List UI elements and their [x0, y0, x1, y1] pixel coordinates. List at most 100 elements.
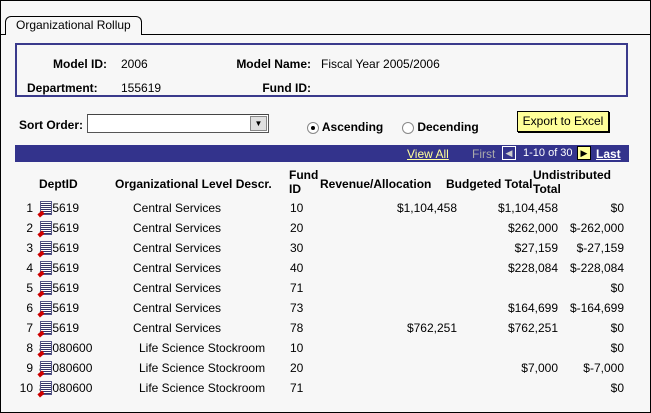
row-number: 1 — [26, 201, 33, 215]
table-row: 2 155619 Central Services 20 $262,000 $-… — [15, 221, 629, 241]
undistributed-total: $-228,084 — [569, 261, 624, 275]
table-row: 6 155619 Central Services 73 $164,699 $-… — [15, 301, 629, 321]
undistributed-total: $0 — [610, 321, 624, 335]
org-level-descr: Central Services — [133, 301, 222, 315]
fund-id: 20 — [290, 361, 304, 375]
department-label: Department: — [27, 81, 98, 95]
org-level-descr: Life Science Stockroom — [139, 341, 266, 355]
descending-label: Decending — [417, 120, 479, 134]
table-row: 4 155619 Central Services 40 $228,084 $-… — [15, 261, 629, 281]
undistributed-total: $0 — [610, 381, 624, 395]
undistributed-total: $-164,699 — [569, 301, 624, 315]
drill-down-report-icon[interactable] — [40, 201, 52, 215]
drill-down-report-icon[interactable] — [40, 261, 52, 275]
org-level-descr: Life Science Stockroom — [139, 381, 266, 395]
org-level-descr: Life Science Stockroom — [139, 361, 266, 375]
department-value: 155619 — [121, 81, 162, 95]
drill-down-report-icon[interactable] — [40, 281, 52, 295]
view-all-link[interactable]: View All — [407, 147, 449, 161]
fund-id: 10 — [290, 201, 304, 215]
ascending-radio[interactable]: Ascending — [307, 120, 383, 134]
dept-id-value: 84080600 — [39, 341, 93, 355]
undistributed-total: $0 — [610, 341, 624, 355]
row-number: 5 — [26, 281, 33, 295]
budgeted-total: $228,084 — [507, 261, 558, 275]
revenue-allocation: $762,251 — [406, 321, 457, 335]
sort-order-label: Sort Order: — [19, 118, 84, 132]
table-row: 9 84080600 Life Science Stockroom 20 $7,… — [15, 361, 629, 381]
fund-id: 71 — [290, 281, 304, 295]
col-header-deptid: DeptID — [39, 177, 78, 191]
revenue-allocation: $1,104,458 — [396, 201, 457, 215]
org-level-descr: Central Services — [133, 261, 222, 275]
budgeted-total: $7,000 — [521, 361, 558, 375]
drill-down-report-icon[interactable] — [40, 381, 52, 395]
budgeted-total: $27,159 — [514, 241, 558, 255]
col-header-revenue: Revenue/Allocation — [320, 177, 432, 191]
dept-id-value: 84080600 — [39, 361, 93, 375]
fund-id: 78 — [290, 321, 304, 335]
row-number: 6 — [26, 301, 33, 315]
last-link[interactable]: Last — [596, 147, 621, 161]
fund-id-label: Fund ID: — [262, 81, 311, 95]
budgeted-total: $164,699 — [507, 301, 558, 315]
fund-id: 10 — [290, 341, 304, 355]
chevron-down-icon[interactable]: ▼ — [250, 116, 267, 131]
next-arrow-icon[interactable]: ▶ — [577, 146, 591, 160]
undistributed-total: $-27,159 — [576, 241, 624, 255]
tab-divider — [1, 34, 650, 35]
previous-arrow-icon: ◀ — [502, 146, 516, 160]
model-id-value: 2006 — [121, 57, 148, 71]
undistributed-total: $0 — [610, 281, 624, 295]
col-header-descr: Organizational Level Descr. — [115, 177, 272, 191]
first-label: First — [472, 147, 496, 161]
budgeted-total: $1,104,458 — [497, 201, 558, 215]
fund-id: 71 — [290, 381, 304, 395]
drill-down-report-icon[interactable] — [40, 321, 52, 335]
sort-order-select[interactable]: ▼ — [87, 114, 269, 133]
descending-radio[interactable]: Decending — [402, 120, 479, 134]
radio-unselected-icon[interactable] — [402, 121, 414, 134]
fund-id: 30 — [290, 241, 304, 255]
table-row: 8 84080600 Life Science Stockroom 10 $0 — [15, 341, 629, 361]
fund-id: 40 — [290, 261, 304, 275]
model-name-label: Model Name: — [236, 57, 311, 71]
row-number: 7 — [26, 321, 33, 335]
table-row: 3 155619 Central Services 30 $27,159 $-2… — [15, 241, 629, 261]
budgeted-total: $262,000 — [507, 221, 558, 235]
row-number: 2 — [26, 221, 33, 235]
fund-id: 20 — [290, 221, 304, 235]
export-to-excel-button[interactable]: Export to Excel — [517, 111, 609, 132]
undistributed-total: $-7,000 — [583, 361, 624, 375]
fund-id: 73 — [290, 301, 304, 315]
row-number: 8 — [26, 341, 33, 355]
org-level-descr: Central Services — [133, 281, 222, 295]
org-level-descr: Central Services — [133, 201, 222, 215]
model-id-label: Model ID: — [53, 57, 107, 71]
ascending-label: Ascending — [321, 120, 384, 134]
tab-organizational-rollup[interactable]: Organizational Rollup — [5, 16, 142, 35]
radio-selected-icon[interactable] — [307, 121, 319, 134]
page-range: 1-10 of 30 — [523, 147, 573, 159]
undistributed-total: $0 — [610, 201, 624, 215]
drill-down-report-icon[interactable] — [40, 301, 52, 315]
org-level-descr: Central Services — [133, 221, 222, 235]
row-number: 3 — [26, 241, 33, 255]
drill-down-report-icon[interactable] — [40, 361, 52, 375]
model-name-value: Fiscal Year 2005/2006 — [321, 57, 440, 71]
col-header-budgeted: Budgeted Total — [446, 177, 533, 191]
row-number: 9 — [26, 361, 33, 375]
table-row: 5 155619 Central Services 71 $0 — [15, 281, 629, 301]
rollup-table: DeptID Organizational Level Descr. Fund … — [15, 162, 629, 402]
drill-down-report-icon[interactable] — [40, 241, 52, 255]
table-row: 1 155619 Central Services 10 $1,104,458 … — [15, 201, 629, 221]
org-level-descr: Central Services — [133, 321, 222, 335]
budgeted-total: $762,251 — [507, 321, 558, 335]
col-header-undistributed: Undistributed Total — [533, 168, 611, 196]
model-info-box: Model ID: 2006 Model Name: Fiscal Year 2… — [15, 43, 628, 97]
drill-down-report-icon[interactable] — [40, 221, 52, 235]
drill-down-report-icon[interactable] — [40, 341, 52, 355]
row-number: 10 — [19, 381, 33, 395]
table-row: 10 84080600 Life Science Stockroom 71 $0 — [15, 381, 629, 401]
